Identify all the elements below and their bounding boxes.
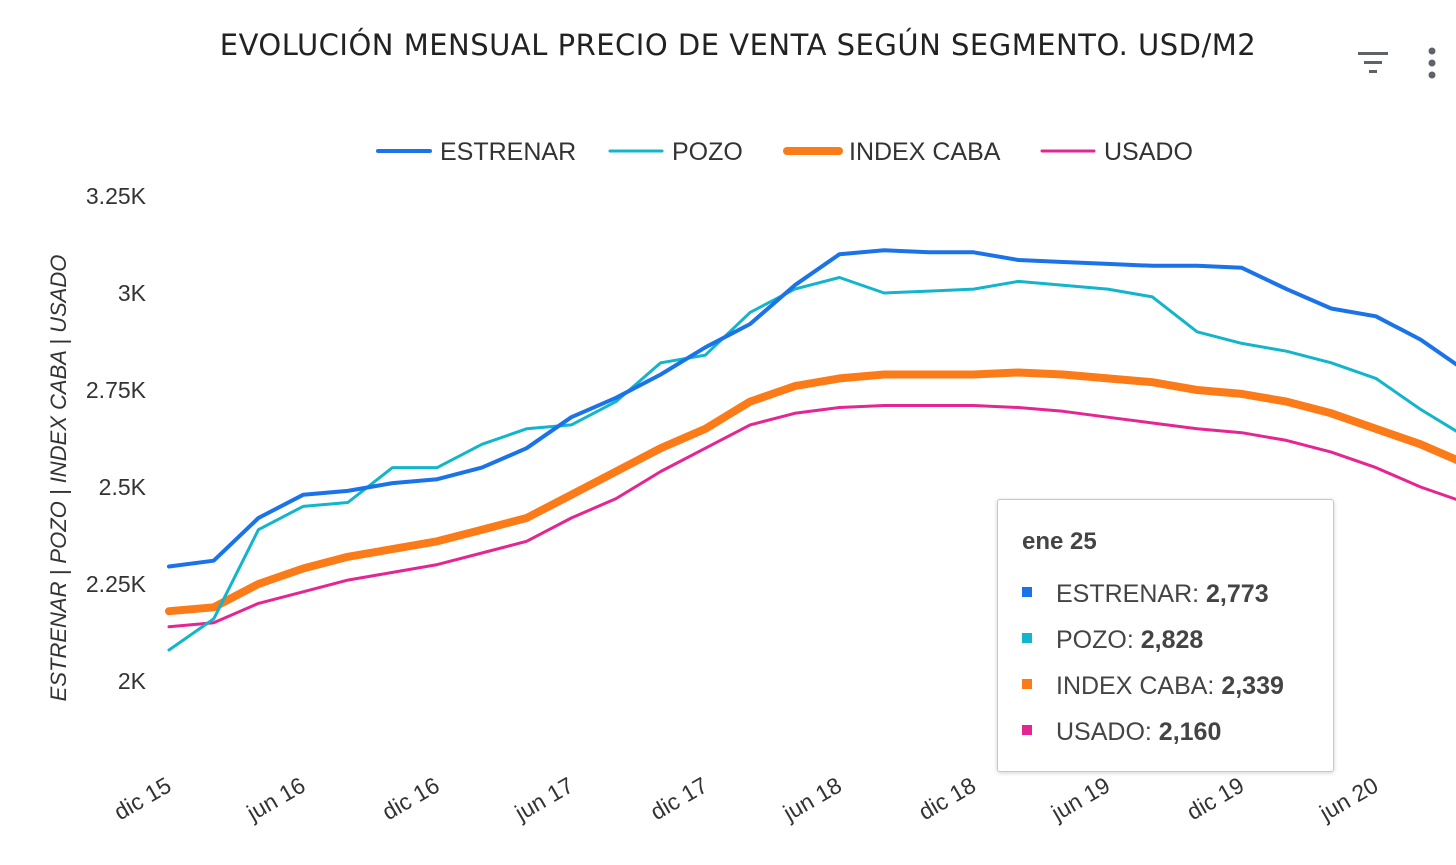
x-tick-label: jun 18 — [778, 772, 846, 826]
y-tick-label: 3.25K — [86, 183, 147, 209]
tooltip-swatch — [1022, 725, 1032, 736]
legend-label[interactable]: INDEX CABA — [849, 138, 1001, 166]
tooltip-row: INDEX CABA: 2,339 — [1022, 672, 1284, 701]
x-tick-label: dic 15 — [109, 772, 175, 825]
tooltip-value: 2,339 — [1221, 672, 1284, 700]
tooltip-row: USADO: 2,160 — [1022, 718, 1221, 747]
tooltip-date: ene 25 — [1022, 528, 1097, 555]
more-vertical-icon[interactable] — [1424, 46, 1440, 80]
y-axis-label: ESTRENAR | POZO | INDEX CABA | USADO — [46, 255, 71, 702]
x-tick-label: jun 19 — [1046, 772, 1114, 826]
chart-legend: ESTRENAR POZO INDEX CABA USADO — [376, 138, 1193, 166]
y-tick-label: 2K — [118, 668, 147, 694]
series-line-usado[interactable] — [167, 404, 1456, 649]
tooltip-value: 2,828 — [1140, 626, 1204, 654]
tooltip-value: 2,773 — [1206, 580, 1269, 608]
x-tick-label: jun 17 — [510, 772, 578, 826]
x-tick-label: dic 17 — [646, 772, 712, 825]
x-tick-label: dic 18 — [914, 772, 980, 825]
x-axis: dic 15 jun 16 dic 16 jun 17 dic 17 jun 18 dic … — [109, 772, 1456, 826]
y-axis: 2K 2.25K 2.5K 2.75K 3K 3.25K — [86, 183, 147, 694]
tooltip-swatch — [1022, 679, 1032, 690]
tooltip-label: POZO: — [1056, 626, 1141, 654]
series-line-pozo[interactable] — [167, 276, 1456, 652]
x-tick-label: dic 16 — [378, 772, 444, 825]
tooltip-row: ESTRENAR: 2,773 — [1022, 580, 1269, 609]
tooltip-label: INDEX CABA: — [1056, 672, 1222, 700]
tooltip-swatch — [1022, 587, 1032, 598]
data-tooltip: ene 25 ESTRENAR: 2,773 POZO: 2,828 INDEX C… — [997, 499, 1334, 772]
y-tick-label: 2.5K — [99, 474, 147, 500]
x-tick-label: dic 19 — [1182, 772, 1248, 825]
x-tick-label: jun 20 — [1314, 772, 1382, 826]
tooltip-label: USADO: — [1056, 718, 1159, 746]
y-tick-label: 3K — [118, 280, 147, 306]
y-tick-label: 2.75K — [86, 377, 147, 403]
y-tick-label: 2.25K — [86, 571, 147, 597]
legend-label[interactable]: USADO — [1104, 138, 1193, 166]
legend-label[interactable]: ESTRENAR — [440, 138, 576, 166]
tooltip-value: 2,160 — [1158, 718, 1222, 746]
legend-label[interactable]: POZO — [672, 138, 743, 166]
tooltip-swatch — [1022, 633, 1032, 644]
filter-icon[interactable] — [1356, 48, 1390, 78]
x-tick-label: jun 16 — [241, 772, 309, 826]
x-tick-label: dic 20 — [1450, 772, 1456, 825]
chart-title: EVOLUCIÓN MENSUAL PRECIO DE VENTA SEGÚN … — [219, 28, 1257, 62]
series-line-index-caba[interactable] — [165, 368, 1456, 616]
tooltip-label: ESTRENAR: — [1056, 580, 1207, 608]
series-line-estrenar[interactable] — [167, 248, 1456, 569]
tooltip-row: POZO: 2,828 — [1022, 626, 1203, 655]
chart-series — [165, 248, 1456, 652]
